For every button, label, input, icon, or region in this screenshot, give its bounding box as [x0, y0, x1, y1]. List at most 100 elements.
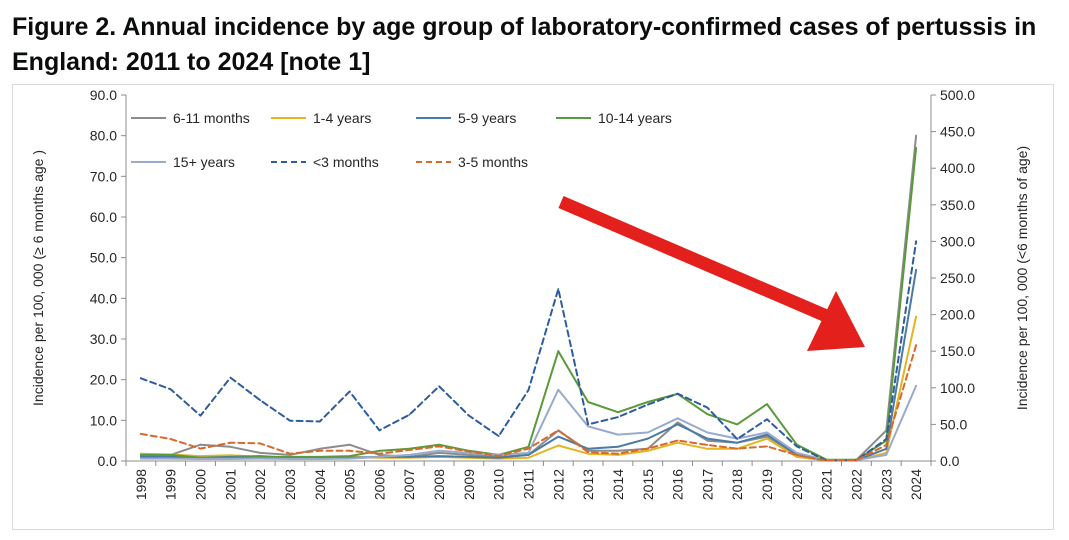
- legend-label-4: 15+ years: [173, 154, 235, 170]
- y-right-tick-label: 400.0: [940, 160, 975, 176]
- series-6-point: [766, 445, 768, 448]
- series-4-point: [438, 449, 440, 452]
- series-3-point: [378, 449, 381, 452]
- series-1-point: [676, 441, 679, 444]
- series-2-point: [885, 447, 888, 450]
- series-5-point: [140, 377, 142, 380]
- series-3-point: [348, 455, 351, 457]
- series-3-point: [915, 147, 917, 149]
- y-left-tick-label: 40.0: [90, 290, 117, 306]
- y-left-tick-label: 10.0: [90, 412, 117, 428]
- series-6-point: [676, 439, 679, 442]
- series-1-point: [766, 437, 768, 440]
- y-right-tick-label: 300.0: [940, 233, 975, 249]
- series-6-point: [497, 455, 500, 457]
- x-tick-label: 2012: [550, 469, 566, 500]
- series-6-point: [915, 344, 917, 347]
- series-3-point: [557, 350, 560, 353]
- series-0-point: [766, 435, 768, 438]
- x-tick-label: 2011: [521, 469, 537, 499]
- y-left-tick-label: 70.0: [90, 168, 117, 184]
- legend-label-5: <3 months: [313, 154, 379, 170]
- series-2-point: [468, 456, 470, 458]
- series-6-point: [527, 447, 530, 450]
- y-right-tick-label: 350.0: [940, 197, 975, 213]
- series-4-point: [706, 431, 709, 434]
- y-left-tick-label: 90.0: [90, 87, 117, 103]
- series-3-point: [259, 456, 262, 458]
- y-right-tick-label: 500.0: [940, 87, 975, 103]
- series-5-point: [318, 420, 321, 423]
- series-6-point: [229, 441, 232, 444]
- y-right-tick-label: 450.0: [940, 124, 975, 140]
- series-6-point: [646, 447, 649, 450]
- arrow-head: [807, 291, 865, 351]
- series-1-point: [795, 456, 798, 458]
- x-tick-label: 1999: [163, 469, 179, 500]
- x-tick-label: 2005: [342, 469, 358, 500]
- series-6-point: [617, 452, 619, 455]
- x-tick-label: 2013: [580, 469, 596, 500]
- series-1-point: [706, 447, 709, 450]
- series-6-point: [169, 438, 172, 440]
- series-6-point: [140, 433, 142, 435]
- legend-label-0: 6-11 months: [173, 110, 250, 126]
- series-4-point: [378, 456, 381, 458]
- x-tick-label: 2021: [819, 469, 835, 500]
- figure-title: Figure 2. Annual incidence by age group …: [12, 13, 1037, 76]
- series-5-point: [617, 416, 619, 418]
- series-2-point: [646, 437, 649, 440]
- x-tick-label: 2017: [699, 469, 715, 500]
- series-4-point: [318, 458, 321, 460]
- series-1-point: [527, 456, 530, 459]
- x-tick-label: 2006: [371, 469, 387, 500]
- series-6-point: [736, 447, 739, 450]
- line-chart: 0.0 10.0 20.0 30.0 40.0 50.0 60.0 70.0 80.0 90.0 0…: [30, 87, 1030, 500]
- series-5-point: [408, 414, 411, 416]
- series-4-point: [140, 457, 142, 460]
- series-2-point: [617, 445, 619, 448]
- x-tick-label: 2016: [670, 469, 686, 500]
- series-0-point: [706, 439, 709, 442]
- series-5-point: [587, 423, 589, 426]
- series-2-point: [706, 437, 709, 440]
- series-5-point: [259, 399, 262, 402]
- series-4-point: [676, 417, 679, 420]
- x-tick-label: 1998: [133, 469, 149, 500]
- series-5-point: [706, 406, 709, 409]
- x-tick-label: 2024: [908, 469, 924, 500]
- series-6-point: [468, 450, 470, 453]
- series-0-point: [229, 445, 232, 448]
- series-6-point: [289, 452, 291, 455]
- series-2-point: [408, 456, 411, 458]
- series-line-5: [139, 240, 918, 462]
- x-tick-label: 2014: [610, 469, 626, 500]
- series-6-point: [438, 445, 440, 448]
- series-5-point: [795, 445, 798, 448]
- series-0-point: [915, 134, 917, 137]
- x-tick-label: 2015: [640, 469, 656, 500]
- chart-container: 0.0 10.0 20.0 30.0 40.0 50.0 60.0 70.0 80.0 90.0 0…: [12, 84, 1054, 530]
- series-5-point: [468, 414, 470, 417]
- legend-label-6: 3-5 months: [458, 154, 528, 170]
- x-tick-label: 2000: [193, 469, 209, 500]
- x-tick-label: 2018: [729, 469, 745, 500]
- series-3-point: [169, 454, 172, 456]
- y-right-tick-label: 200.0: [940, 307, 975, 323]
- legend-label-1: 1-4 years: [313, 110, 371, 126]
- series-2-point: [438, 455, 440, 457]
- arrow-shaft: [558, 196, 834, 324]
- x-tick-label: 2007: [401, 469, 417, 500]
- series-4-point: [199, 458, 202, 460]
- series-4-point: [915, 384, 917, 387]
- series-5-point: [289, 419, 291, 422]
- x-tick-label: 2003: [282, 469, 298, 500]
- series-2-point: [557, 435, 560, 438]
- y-right-tick-label: 50.0: [940, 416, 967, 432]
- series-4-point: [169, 457, 172, 460]
- x-tick-label: 2004: [312, 469, 328, 500]
- series-6-point: [318, 449, 321, 452]
- series-3-point: [587, 401, 589, 403]
- y-left-tick-label: 80.0: [90, 128, 117, 144]
- series-4-point: [408, 454, 411, 456]
